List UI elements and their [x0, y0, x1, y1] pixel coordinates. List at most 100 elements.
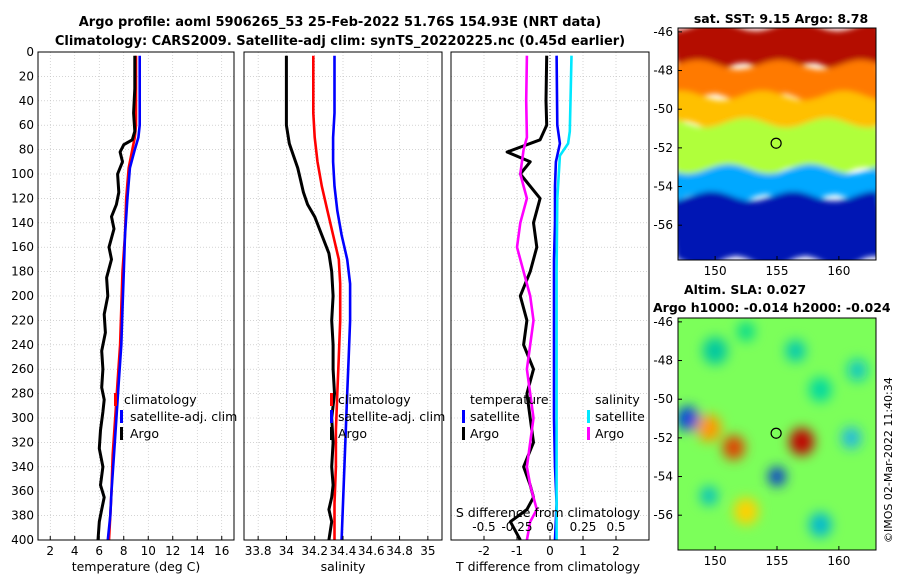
x-tick-label: 35 — [420, 544, 435, 558]
legend-label-satellite: satellite-adj. clim — [130, 409, 237, 424]
lat-tick-label: -54 — [653, 180, 673, 194]
s-difference-axis-label: S difference from climatology — [456, 505, 641, 520]
depth-tick-label: 40 — [19, 94, 34, 108]
sla-anomaly — [841, 426, 862, 449]
depth-tick-label: 160 — [11, 240, 34, 254]
lat-tick-label: -46 — [653, 315, 673, 329]
sla-map-image — [678, 318, 876, 550]
depth-tick-label: 200 — [11, 289, 34, 303]
depth-tick-label: 240 — [11, 338, 34, 352]
legend-label-climatology: climatology — [338, 392, 411, 407]
series-line-satellite-adj-clim — [331, 55, 352, 541]
sst-lat-tick-labels: -46 -48 -50 -52 -54 -56 — [653, 25, 682, 232]
sla-lon-tick-labels: 150 155 160 — [704, 546, 850, 568]
temperature-panel: 0 20 40 60 80 100 120 140 160 180 200 220 240 260 280 3… — [11, 45, 237, 574]
sst-map-image — [678, 28, 876, 260]
legend-label-temperature: temperature — [470, 392, 549, 407]
lat-tick-label: -50 — [653, 392, 673, 406]
legend-label-argo: Argo — [338, 426, 367, 441]
s-diff-tick-label: 0.25 — [570, 520, 597, 534]
depth-tick-label: 0 — [26, 45, 34, 59]
depth-tick-label: 340 — [11, 460, 34, 474]
legend-label-t-argo: Argo — [470, 426, 499, 441]
series-line-argo — [96, 55, 137, 541]
s-difference-tick-labels: -0.5 -0.25 0 0.25 0.5 — [472, 520, 625, 534]
lat-tick-label: -48 — [653, 354, 673, 368]
sla-anomaly — [785, 339, 806, 362]
sla-anomaly — [847, 359, 868, 382]
sla-map-title-line1: Altim. SLA: 0.027 — [684, 282, 806, 297]
lat-tick-label: -50 — [653, 102, 673, 116]
salinity-panel: 33.8 34 34.2 34.4 34.6 34.8 35 salinity climat… — [243, 51, 445, 574]
x-tick-label: 34.4 — [330, 544, 357, 558]
series-line-climatology — [311, 55, 342, 540]
depth-tick-label: 400 — [11, 533, 34, 547]
figure-title-line1: Argo profile: aoml 5906265_53 25-Feb-202… — [79, 15, 601, 30]
legend-swatch-s-argo — [587, 427, 590, 440]
argo-location-marker — [770, 137, 782, 149]
sla-anomaly — [696, 414, 722, 442]
x-tick-label: 8 — [120, 544, 128, 558]
legend-swatch-t-argo — [462, 427, 465, 440]
legend-label-argo: Argo — [130, 426, 159, 441]
x-tick-label: 33.8 — [245, 544, 272, 558]
difference-grid — [451, 51, 649, 541]
lon-tick-label: 155 — [766, 264, 789, 278]
series-line-temperature-satellite — [552, 55, 562, 541]
argo-location-marker — [770, 427, 782, 439]
depth-tick-label: 180 — [11, 265, 34, 279]
lon-tick-label: 160 — [827, 264, 850, 278]
lon-tick-label: 160 — [827, 554, 850, 568]
temperature-legend: climatology satellite-adj. clim Argo — [114, 392, 237, 441]
legend-label-t-satellite: satellite — [470, 409, 520, 424]
difference-legend: temperature satellite Argo salinity sate… — [462, 392, 645, 441]
figure-title-line2: Climatology: CARS2009. Satellite-adj cli… — [55, 34, 625, 49]
sla-anomaly — [809, 512, 832, 538]
sst-lon-tick-labels: 150 155 160 — [704, 256, 850, 278]
sla-anomaly — [722, 435, 745, 460]
x-tick-label: 16 — [214, 544, 229, 558]
x-tick-label: 2 — [46, 544, 54, 558]
sla-anomaly — [809, 377, 832, 402]
depth-tick-label: 360 — [11, 484, 34, 498]
x-tick-label: 0 — [546, 544, 554, 558]
legend-swatch-climatology — [330, 393, 333, 406]
s-diff-tick-label: -0.25 — [501, 520, 532, 534]
legend-swatch-t-satellite — [462, 410, 465, 423]
s-diff-tick-label: 0.5 — [606, 520, 625, 534]
sla-anomaly — [700, 486, 718, 506]
depth-tick-labels: 0 20 40 60 80 100 120 140 160 180 200 220 240 260 280 3… — [11, 45, 34, 547]
sla-anomaly — [789, 428, 815, 456]
difference-series-lines — [505, 55, 573, 541]
legend-label-salinity: salinity — [595, 392, 640, 407]
s-diff-tick-label: -0.5 — [472, 520, 495, 534]
sst-band — [678, 28, 876, 75]
temperature-axes-box — [37, 51, 235, 541]
sst-map-panel: sat. SST: 9.15 Argo: 8.78 -46 -48 -50 -52 -5… — [653, 11, 877, 278]
imos-timestamp-watermark: ©IMOS 02-Mar-2022 11:40:34 — [882, 377, 895, 543]
t-difference-tick-labels: -2 -1 0 1 2 — [478, 536, 620, 558]
x-tick-label: 34.8 — [386, 544, 413, 558]
sla-anomaly — [702, 337, 728, 365]
depth-tick-label: 320 — [11, 435, 34, 449]
depth-tick-label: 80 — [19, 143, 34, 157]
series-line-salinity-argo — [515, 55, 539, 541]
x-tick-label: 2 — [612, 544, 620, 558]
lat-tick-label: -48 — [653, 64, 673, 78]
sst-band — [678, 59, 876, 106]
lat-tick-label: -46 — [653, 25, 673, 39]
legend-label-s-satellite: satellite — [595, 409, 645, 424]
depth-tick-label: 60 — [19, 118, 34, 132]
sla-anomaly — [768, 467, 786, 487]
temperature-series-lines — [96, 55, 141, 541]
series-line-satellite-adj-clim — [106, 55, 141, 541]
sla-map-title-line2: Argo h1000: -0.014 h2000: -0.024 — [653, 300, 891, 315]
depth-tick-label: 380 — [11, 509, 34, 523]
x-tick-label: -2 — [478, 544, 490, 558]
sla-lat-tick-labels: -46 -48 -50 -52 -54 -56 — [653, 315, 682, 522]
lon-tick-label: 150 — [704, 264, 727, 278]
s-diff-tick-label: 0 — [546, 520, 554, 534]
sla-anomaly — [737, 322, 755, 342]
x-tick-label: 6 — [95, 544, 103, 558]
temperature-axis-label: temperature (deg C) — [72, 559, 201, 574]
